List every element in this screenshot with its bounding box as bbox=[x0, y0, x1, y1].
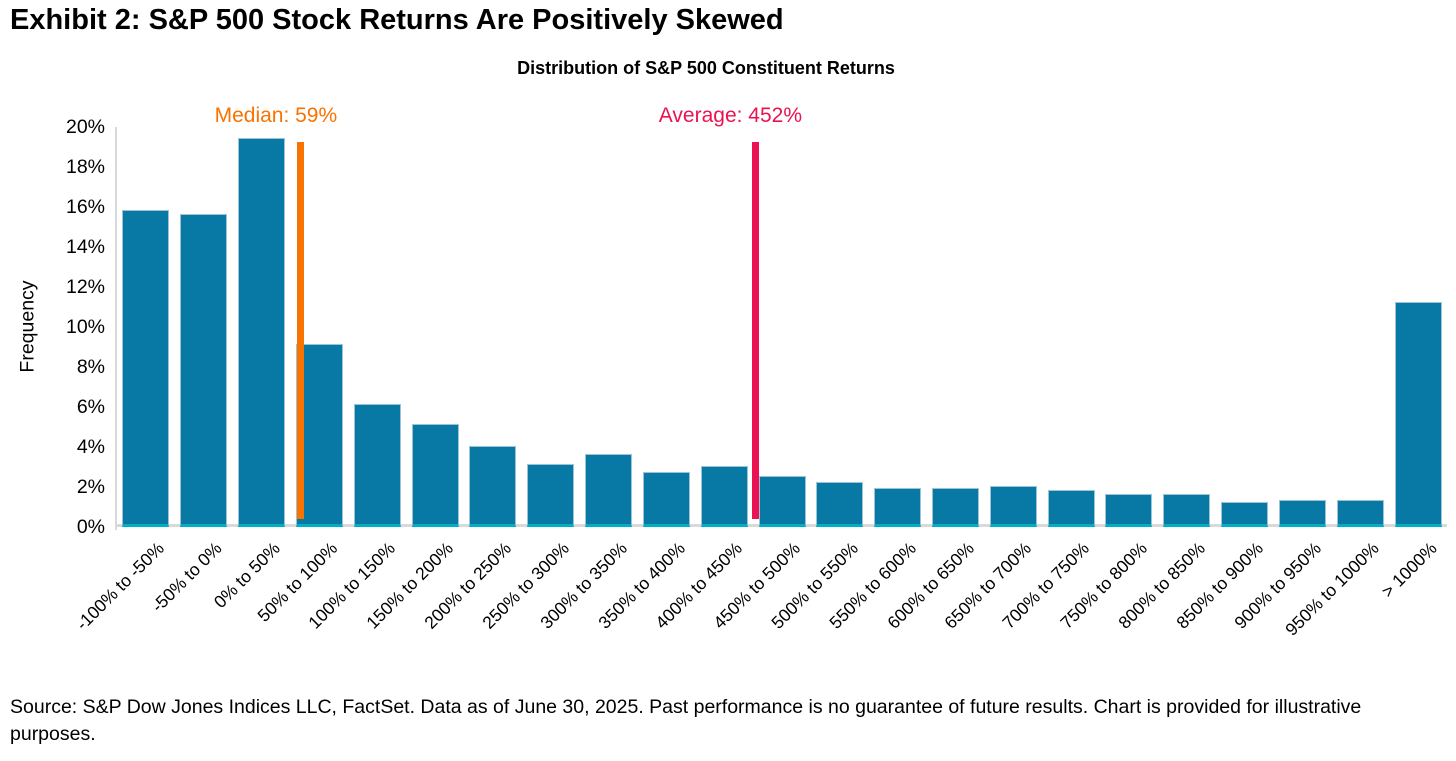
y-tick-label: 16% bbox=[65, 196, 105, 218]
bar bbox=[1278, 500, 1326, 527]
y-tick-label: 2% bbox=[76, 476, 105, 498]
y-tick-label: 12% bbox=[65, 276, 105, 298]
x-tick-label: > 1000% bbox=[1376, 538, 1441, 602]
bar bbox=[1336, 500, 1384, 527]
bar bbox=[122, 210, 170, 527]
y-tick-label: 14% bbox=[65, 236, 105, 258]
bar bbox=[874, 488, 922, 527]
bar bbox=[411, 424, 459, 527]
y-tick-label: 6% bbox=[76, 396, 105, 418]
source-note: Source: S&P Dow Jones Indices LLC, FactS… bbox=[10, 696, 1362, 745]
bar bbox=[989, 486, 1037, 527]
bar bbox=[469, 446, 517, 527]
y-tick-label: 4% bbox=[76, 436, 105, 458]
bar bbox=[700, 466, 748, 527]
average-line bbox=[751, 142, 759, 519]
y-tick-label: 18% bbox=[65, 156, 105, 178]
bar bbox=[758, 476, 806, 527]
bar bbox=[353, 404, 401, 527]
bar bbox=[238, 138, 286, 527]
bar bbox=[1394, 302, 1442, 527]
bar bbox=[1047, 490, 1095, 527]
median-line bbox=[297, 142, 305, 519]
bar bbox=[1221, 502, 1269, 527]
bar bbox=[1163, 494, 1211, 527]
average-label: Average: 452% bbox=[658, 104, 802, 127]
y-tick-label: 8% bbox=[76, 356, 105, 378]
x-tick-label: -100% to -50% bbox=[72, 538, 169, 635]
bar bbox=[1105, 494, 1153, 527]
bar bbox=[816, 482, 864, 527]
y-tick-label: 20% bbox=[65, 116, 105, 138]
y-tick-label: 0% bbox=[76, 516, 105, 538]
bar bbox=[527, 464, 575, 527]
median-label: Median: 59% bbox=[214, 104, 338, 127]
y-tick-label: 10% bbox=[65, 316, 105, 338]
bar bbox=[585, 454, 633, 527]
y-axis-line bbox=[115, 127, 117, 530]
bar bbox=[931, 488, 979, 527]
bar bbox=[180, 214, 228, 527]
chart-title: Distribution of S&P 500 Constituent Retu… bbox=[517, 58, 895, 78]
bar bbox=[642, 472, 690, 527]
exhibit-title: Exhibit 2: S&P 500 Stock Returns Are Pos… bbox=[10, 4, 784, 36]
